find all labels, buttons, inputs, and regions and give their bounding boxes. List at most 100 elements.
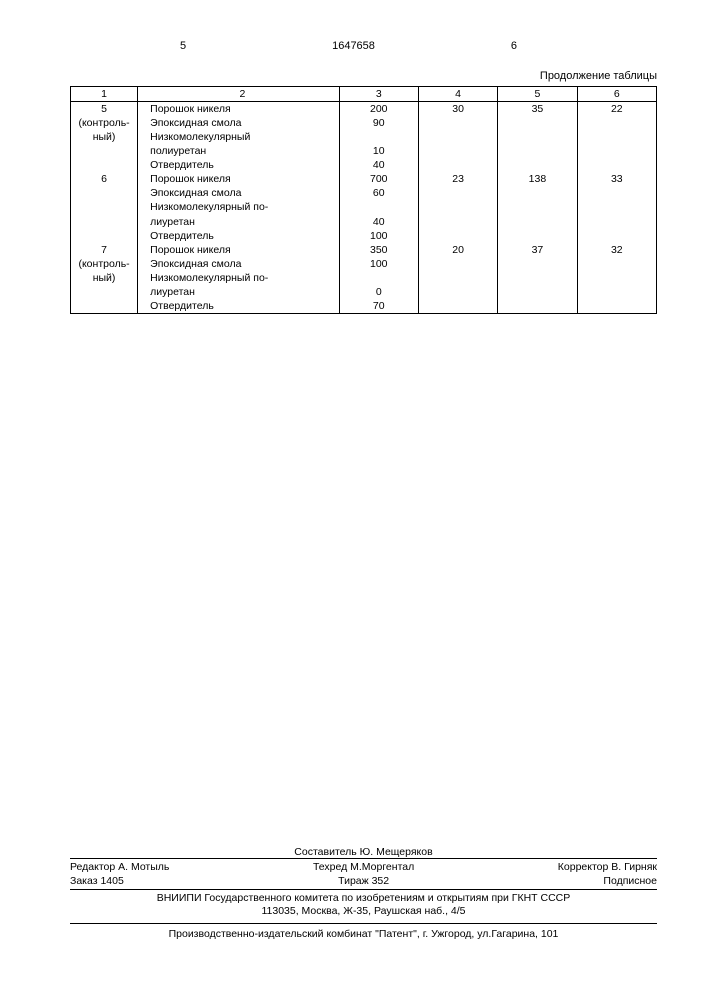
group-label-cell: (контроль- — [71, 257, 138, 271]
value-cell: 0 — [339, 285, 418, 299]
value-cell: 60 — [339, 186, 418, 200]
component-cell: Низкомолекулярный — [138, 130, 339, 144]
table-row: 7Порошок никеля350203732 — [71, 243, 657, 257]
value-cell — [418, 229, 497, 243]
patent-line: Производственно-издательский комбинат "П… — [70, 924, 657, 940]
col-header: 1 — [71, 87, 138, 102]
value-cell: 40 — [339, 215, 418, 229]
composer: Составитель Ю. Мещеряков — [70, 846, 657, 858]
tehred: Техред М.Моргентал — [313, 861, 414, 873]
table-row: (контроль-Эпоксидная смола100 — [71, 257, 657, 271]
component-cell: лиуретан — [138, 215, 339, 229]
component-cell: Порошок никеля — [138, 102, 339, 117]
value-cell — [498, 130, 577, 144]
value-cell — [418, 158, 497, 172]
value-cell — [339, 130, 418, 144]
page-left-num: 5 — [180, 40, 186, 52]
value-cell — [577, 257, 656, 271]
value-cell — [498, 158, 577, 172]
group-label-cell: (контроль- — [71, 116, 138, 130]
value-cell — [498, 271, 577, 285]
table-row: (контроль-Эпоксидная смола90 — [71, 116, 657, 130]
component-cell: Отвердитель — [138, 158, 339, 172]
value-cell — [339, 200, 418, 214]
group-label-cell: 5 — [71, 102, 138, 117]
table-row: лиуретан40 — [71, 215, 657, 229]
component-cell: Порошок никеля — [138, 243, 339, 257]
table-row: ный)Низкомолекулярный по- — [71, 271, 657, 285]
component-cell: Эпоксидная смола — [138, 186, 339, 200]
component-cell: полиуретан — [138, 144, 339, 158]
group-label-cell — [71, 229, 138, 243]
table-row: 5Порошок никеля200303522 — [71, 102, 657, 117]
header-numbers: 5 1647658 6 — [70, 40, 657, 52]
table-row: Отвердитель70 — [71, 299, 657, 314]
group-label-cell: ный) — [71, 130, 138, 144]
value-cell — [418, 130, 497, 144]
value-cell — [577, 271, 656, 285]
value-cell — [418, 257, 497, 271]
value-cell — [418, 144, 497, 158]
doc-number: 1647658 — [332, 40, 375, 52]
value-cell — [577, 186, 656, 200]
order: Заказ 1405 — [70, 875, 124, 887]
col-header: 2 — [138, 87, 339, 102]
group-label-cell — [71, 215, 138, 229]
value-cell: 350 — [339, 243, 418, 257]
value-cell: 32 — [577, 243, 656, 257]
value-cell: 100 — [339, 257, 418, 271]
value-cell: 700 — [339, 172, 418, 186]
value-cell — [577, 158, 656, 172]
table-row: Низкомолекулярный по- — [71, 200, 657, 214]
page-right-num: 6 — [511, 40, 517, 52]
col-header: 4 — [418, 87, 497, 102]
value-cell — [498, 215, 577, 229]
value-cell — [498, 200, 577, 214]
table-row: Эпоксидная смола60 — [71, 186, 657, 200]
component-cell: Эпоксидная смола — [138, 116, 339, 130]
value-cell — [577, 116, 656, 130]
table-row: полиуретан10 — [71, 144, 657, 158]
group-label-cell — [71, 186, 138, 200]
component-cell: Низкомолекулярный по- — [138, 200, 339, 214]
value-cell: 22 — [577, 102, 656, 117]
value-cell — [418, 215, 497, 229]
vniip-block: ВНИИПИ Государственного комитета по изоб… — [70, 890, 657, 924]
value-cell — [577, 200, 656, 214]
table-row: 6Порошок никеля7002313833 — [71, 172, 657, 186]
value-cell: 33 — [577, 172, 656, 186]
value-cell — [577, 285, 656, 299]
group-label-cell — [71, 144, 138, 158]
footer: Составитель Ю. Мещеряков Редактор А. Мот… — [70, 846, 657, 940]
tirazh: Тираж 352 — [338, 875, 389, 887]
value-cell: 40 — [339, 158, 418, 172]
value-cell — [498, 229, 577, 243]
editor: Редактор А. Мотыль — [70, 861, 169, 873]
value-cell — [418, 116, 497, 130]
signed: Подписное — [603, 875, 657, 887]
continuation-label: Продолжение таблицы — [70, 70, 657, 82]
value-cell: 10 — [339, 144, 418, 158]
value-cell: 90 — [339, 116, 418, 130]
value-cell: 20 — [418, 243, 497, 257]
value-cell — [498, 257, 577, 271]
group-label-cell: 6 — [71, 172, 138, 186]
component-cell: Порошок никеля — [138, 172, 339, 186]
table-row: ный)Низкомолекулярный — [71, 130, 657, 144]
group-label-cell — [71, 200, 138, 214]
value-cell — [498, 285, 577, 299]
value-cell — [577, 229, 656, 243]
table-row: Отвердитель40 — [71, 158, 657, 172]
group-label-cell: 7 — [71, 243, 138, 257]
group-label-cell — [71, 285, 138, 299]
value-cell — [498, 299, 577, 314]
value-cell: 100 — [339, 229, 418, 243]
value-cell: 23 — [418, 172, 497, 186]
table-header-row: 1 2 3 4 5 6 — [71, 87, 657, 102]
group-label-cell — [71, 299, 138, 314]
value-cell: 70 — [339, 299, 418, 314]
value-cell — [577, 215, 656, 229]
value-cell: 138 — [498, 172, 577, 186]
group-label-cell — [71, 158, 138, 172]
corrector: Корректор В. Гирняк — [558, 861, 657, 873]
